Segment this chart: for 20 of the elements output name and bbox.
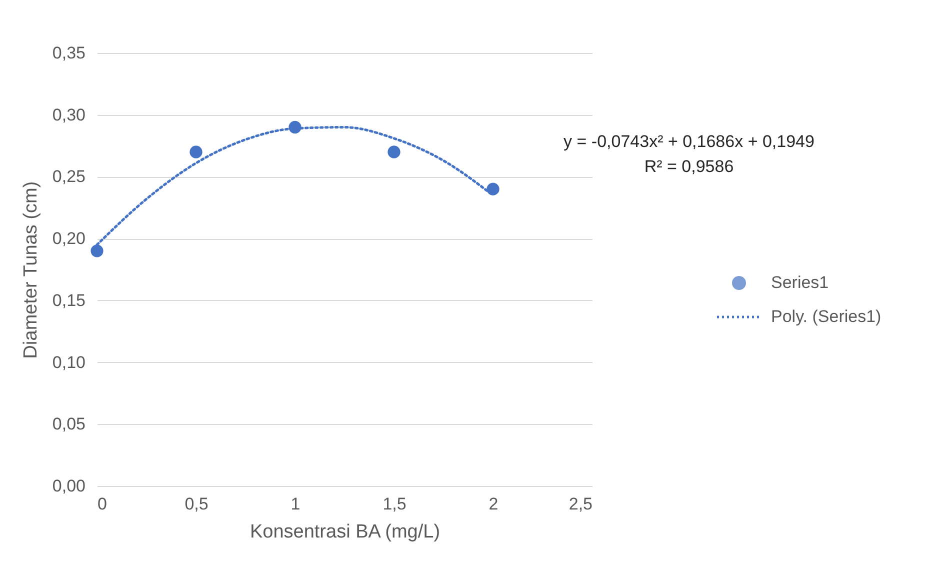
y-tick-label: 0,30 bbox=[52, 105, 86, 124]
y-tick-label: 0,15 bbox=[52, 290, 86, 310]
y-tick-label: 0,20 bbox=[52, 229, 86, 248]
x-tick-label: 2,5 bbox=[568, 494, 592, 514]
y-tick-label: 0,00 bbox=[52, 476, 86, 496]
legend-label: Series1 bbox=[771, 273, 829, 293]
x-tick-label: 1 bbox=[290, 494, 300, 514]
y-tick-label: 0,35 bbox=[52, 44, 86, 62]
text: R² = 0,9586 bbox=[644, 157, 734, 176]
y-axis-title: Diameter Tunas (cm) bbox=[20, 181, 42, 359]
x-axis-title: Konsentrasi BA (mg/L) bbox=[250, 522, 440, 542]
y-tick-label: 0,05 bbox=[52, 414, 86, 434]
x-tick-label: 0 bbox=[98, 494, 107, 514]
legend-label: Poly. (Series1) bbox=[771, 307, 882, 327]
y-tick-label: 0,10 bbox=[52, 352, 86, 372]
annotation: y = -0,0743x² + 0,1686x + 0,1949 bbox=[564, 132, 814, 151]
x-tick-label: 1,5 bbox=[382, 494, 406, 514]
x-tick-label: 2 bbox=[488, 494, 498, 514]
y-tick-label: 0,25 bbox=[52, 167, 86, 186]
x-tick-label: 0,5 bbox=[184, 494, 208, 514]
